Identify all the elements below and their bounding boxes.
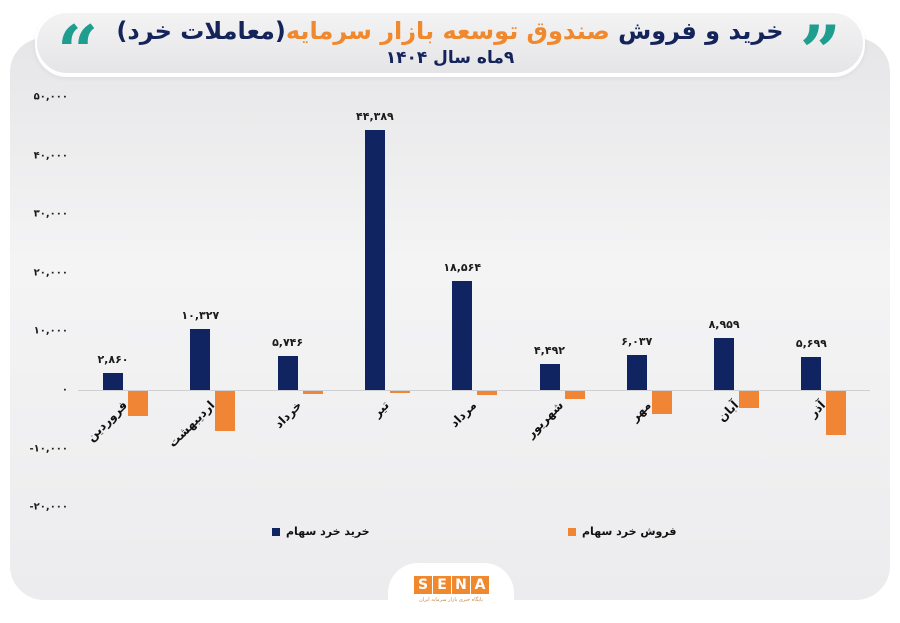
bar-sell <box>826 391 847 435</box>
bar-sell <box>564 391 585 399</box>
bar-sell <box>302 391 323 394</box>
bar-buy <box>714 337 735 390</box>
chart-title: خرید و فروش صندوق توسعه بازار سرمایه(معا… <box>37 17 863 45</box>
bar-buy <box>626 354 647 390</box>
bar-buy <box>190 329 211 390</box>
bar-sell <box>651 391 672 414</box>
bar-sell <box>215 391 236 431</box>
title-part1: خرید و فروش <box>618 17 784 45</box>
title-part2: (معاملات خرد) <box>116 17 286 45</box>
title-header: “ خرید و فروش صندوق توسعه بازار سرمایه(م… <box>35 11 865 88</box>
logo-letter: S <box>414 576 432 594</box>
legend-buy-label: خرید خرد سهام <box>286 525 370 538</box>
bar-buy <box>364 129 385 390</box>
bar-buy <box>801 356 822 390</box>
legend-sell-swatch <box>568 527 576 536</box>
y-tick-label: ۰ <box>61 384 68 396</box>
zero-baseline <box>78 390 870 391</box>
y-tick-label: ۲۰,۰۰۰ <box>33 267 68 279</box>
data-label: ۵,۷۴۶ <box>272 336 304 350</box>
bar-sell <box>389 391 410 394</box>
chart-card <box>10 38 890 600</box>
logo-letter: E <box>433 576 451 594</box>
logo-letter: N <box>452 576 470 594</box>
bar-buy <box>277 356 298 390</box>
bar-sell <box>128 391 148 417</box>
y-tick-label: ۳۰,۰۰۰ <box>33 208 68 220</box>
quote-close-icon: ” <box>799 9 841 94</box>
logo-tagline: پایگاه خبری بازار سرمایه ایران <box>419 597 483 603</box>
data-label: ۴,۴۹۲ <box>533 343 566 357</box>
bar-sell <box>477 391 498 396</box>
data-label: ۶,۰۳۷ <box>621 334 653 348</box>
bar-sell <box>739 391 760 408</box>
legend-sell: فروش خرد سهام <box>568 525 676 538</box>
data-label: ۸,۹۵۹ <box>708 317 740 331</box>
bar-buy <box>452 281 473 390</box>
bar-buy <box>539 363 560 390</box>
y-tick-label: -۲۰,۰۰۰ <box>29 501 68 513</box>
title-accent: صندوق توسعه بازار سرمایه <box>285 17 610 45</box>
data-label: ۱۸,۵۶۴ <box>443 261 482 275</box>
y-tick-label: -۱۰,۰۰۰ <box>29 443 68 455</box>
quote-open-icon: “ <box>57 9 99 94</box>
data-label: ۱۰,۳۲۷ <box>181 309 220 323</box>
legend-buy-swatch <box>272 527 280 536</box>
y-tick-label: ۱۰,۰۰۰ <box>33 325 68 337</box>
y-tick-label: ۵۰,۰۰۰ <box>33 91 68 103</box>
data-label: ۲,۸۶۰ <box>97 353 129 367</box>
data-label: ۵,۶۹۹ <box>795 336 827 350</box>
data-label: ۴۴,۳۸۹ <box>356 109 394 123</box>
logo-letter: A <box>471 576 489 594</box>
bar-buy <box>103 373 123 390</box>
sena-logo: S E N A <box>414 576 489 594</box>
logo-tab <box>388 563 514 623</box>
legend-buy: خرید خرد سهام <box>272 525 370 538</box>
chart-subtitle: ۹ماه سال ۱۴۰۴ <box>385 48 515 68</box>
y-tick-label: ۴۰,۰۰۰ <box>33 150 68 162</box>
legend-sell-label: فروش خرد سهام <box>582 525 677 538</box>
